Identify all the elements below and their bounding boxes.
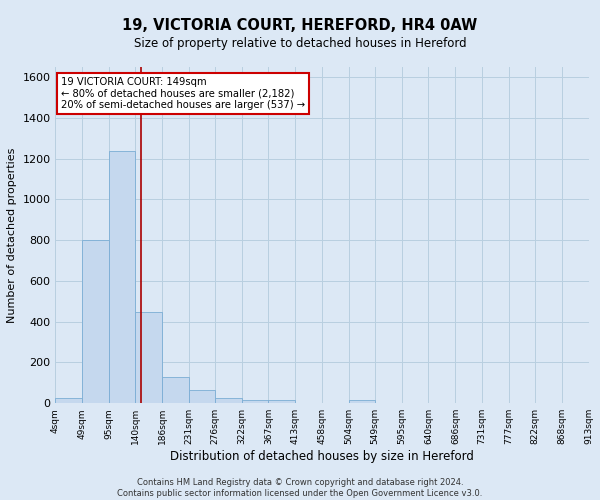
- Bar: [242, 400, 268, 404]
- Bar: [268, 400, 295, 404]
- Y-axis label: Number of detached properties: Number of detached properties: [7, 148, 17, 323]
- Bar: [188, 390, 215, 404]
- X-axis label: Distribution of detached houses by size in Hereford: Distribution of detached houses by size …: [170, 450, 474, 463]
- Text: 19 VICTORIA COURT: 149sqm
← 80% of detached houses are smaller (2,182)
20% of se: 19 VICTORIA COURT: 149sqm ← 80% of detac…: [61, 77, 305, 110]
- Text: Size of property relative to detached houses in Hereford: Size of property relative to detached ho…: [134, 38, 466, 51]
- Bar: [162, 377, 188, 404]
- Bar: [55, 398, 82, 404]
- Text: Contains HM Land Registry data © Crown copyright and database right 2024.
Contai: Contains HM Land Registry data © Crown c…: [118, 478, 482, 498]
- Bar: [349, 400, 375, 404]
- Bar: [109, 150, 135, 404]
- Text: 19, VICTORIA COURT, HEREFORD, HR4 0AW: 19, VICTORIA COURT, HEREFORD, HR4 0AW: [122, 18, 478, 32]
- Bar: [82, 240, 109, 404]
- Bar: [215, 398, 242, 404]
- Bar: [135, 312, 162, 404]
